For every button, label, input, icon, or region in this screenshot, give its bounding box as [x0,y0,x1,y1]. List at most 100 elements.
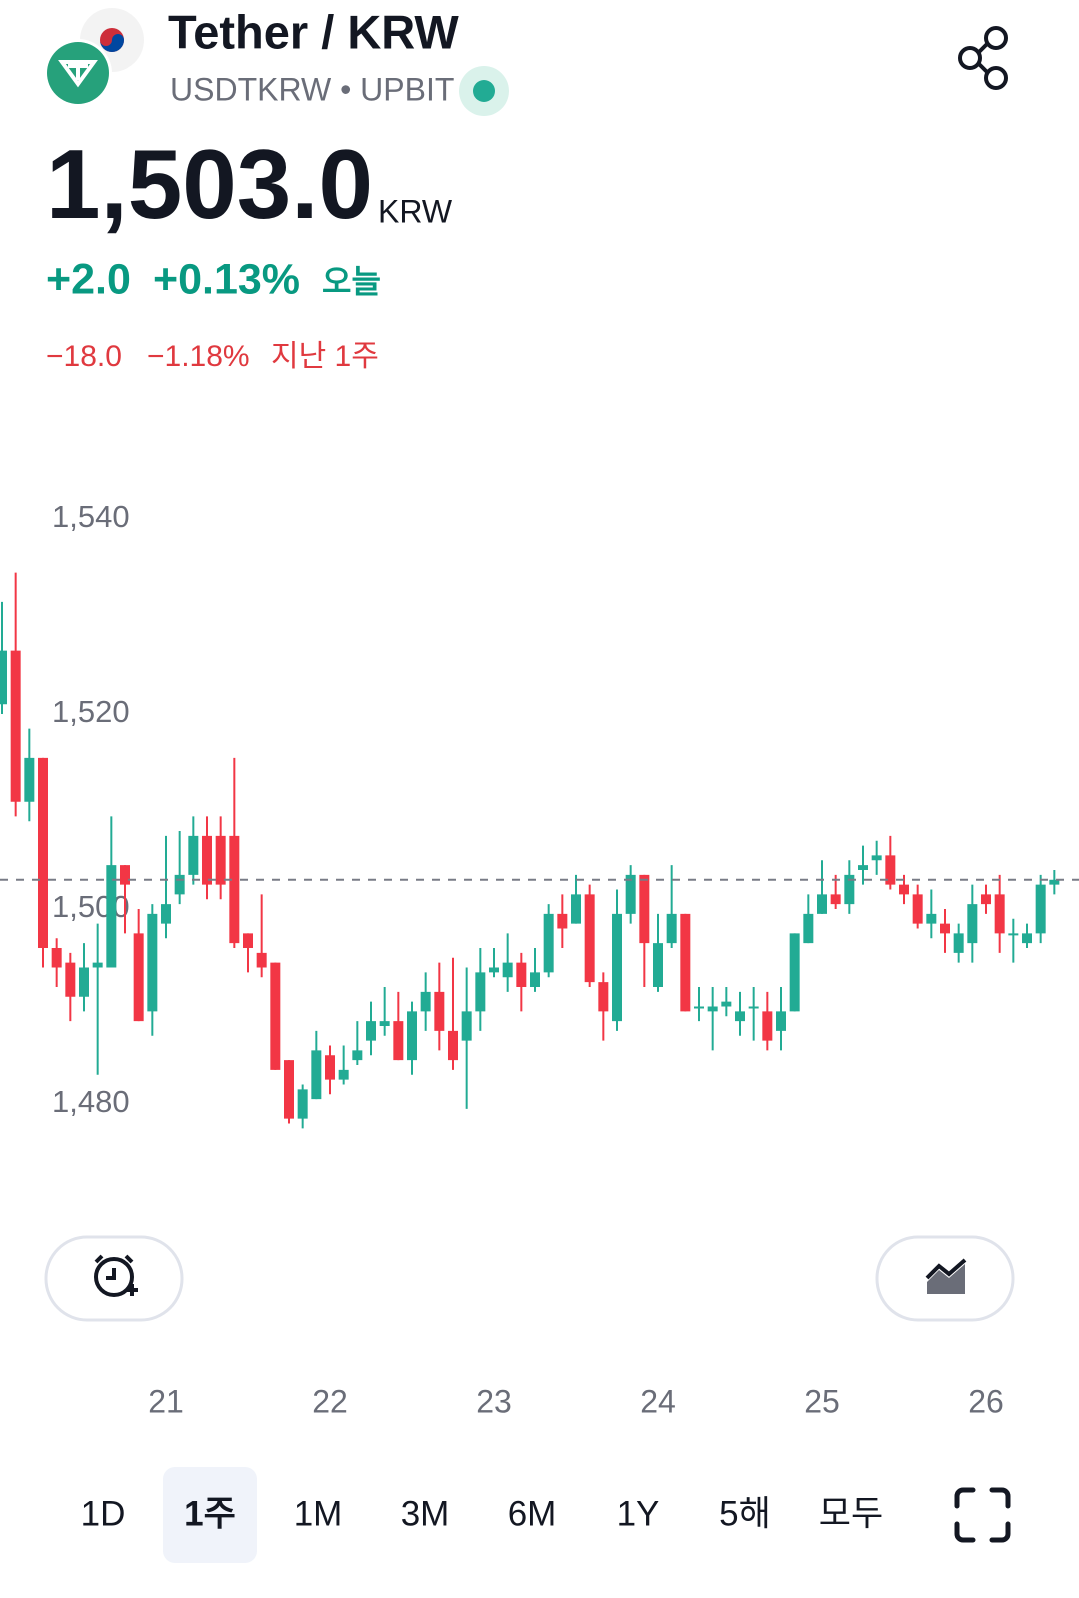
candle-body [243,933,253,948]
change-week: −18.0 [46,340,122,373]
range-button[interactable]: 1D [81,1494,126,1533]
candle-body [584,894,595,983]
candle-body [489,967,499,973]
logo [44,8,144,107]
candle-body [899,884,909,895]
candle-body [748,1006,759,1009]
candle-body [407,1011,417,1061]
candle-body [858,865,868,870]
week-label: 지난 1주 [271,340,379,373]
candle-body [530,972,540,987]
candle-body [24,757,35,802]
status-dot [473,80,495,102]
candle-body [1008,933,1019,936]
price: 1,503.0 [46,129,373,239]
y-tick-label: 1,480 [52,1084,130,1119]
today-label: 오늘 [322,263,381,299]
range-button[interactable]: 1Y [617,1494,660,1533]
candle-body [461,1011,472,1041]
candle-body [174,874,185,895]
candle-body [297,1089,308,1119]
alert-button[interactable] [44,1235,184,1322]
x-tick-label: 23 [476,1383,512,1419]
candle-body [598,982,609,1012]
candle-body [311,1050,322,1100]
candle-body [338,1069,349,1080]
candle-body [106,865,117,968]
candle-body [420,991,431,1012]
candle-body [284,1060,294,1119]
candle-body [612,913,622,1022]
x-tick-label: 21 [148,1383,184,1419]
candle-body [981,894,991,905]
candle-body [666,913,677,944]
subtitle: USDTKRW • UPBIT [170,71,454,107]
candle-body [10,650,21,802]
candle-body [516,962,527,987]
candle-body [270,962,281,1070]
chart-style-button[interactable] [875,1235,1015,1322]
change-week-pct: −1.18% [147,340,250,373]
candle-body [912,894,923,924]
range-bar: 1D 1주 1M 3M 6M 1Y 5해 모두 [81,1467,883,1563]
range-button[interactable]: 3M [401,1494,450,1533]
candle-body [120,865,130,885]
candle-body [229,835,240,944]
x-tick-label: 24 [640,1383,676,1419]
currency: KRW [378,193,453,229]
candle-body [1049,879,1060,885]
x-tick-label: 26 [968,1383,1004,1419]
candle-body [680,913,691,1012]
candle-body [994,894,1005,934]
range-selected-bg [163,1467,257,1563]
candle-body [926,913,937,924]
candle-body [871,855,882,861]
candle-body [133,933,144,1022]
change-today: +2.0 [46,255,131,303]
candle-body [953,933,964,953]
candle-body [735,1011,745,1022]
candle-body [202,835,212,885]
candle-body [161,904,171,924]
range-button[interactable]: 6M [508,1494,557,1533]
candle-body [475,972,486,1012]
candle-body [830,894,841,905]
change-today-pct: +0.13% [153,255,300,303]
candle-body [393,1021,404,1061]
candle-body [940,923,950,934]
share-button[interactable] [958,26,1008,90]
title: Tether / KRW [168,5,459,58]
candle-body [817,894,827,914]
x-tick-label: 25 [804,1383,840,1419]
range-button[interactable]: 1주 [184,1494,236,1533]
candle-body [502,962,513,978]
candle-body [721,1001,732,1007]
candle-body [762,1011,773,1041]
candle-body [1035,884,1046,934]
candle-body [92,962,103,968]
candle-body [448,1030,458,1061]
candle-body [38,757,48,948]
range-button[interactable]: 1M [294,1494,343,1533]
range-button[interactable]: 5해 [719,1494,771,1533]
candle-body [325,1055,335,1080]
candle-body [51,948,62,968]
fullscreen-button[interactable] [954,1487,1011,1543]
candle-body [366,1021,376,1041]
y-tick-label: 1,520 [52,694,130,729]
candle-body [803,913,814,944]
candle-body [967,904,978,944]
candle-body [379,1021,390,1026]
candle-body [0,650,7,705]
range-button[interactable]: 모두 [819,1494,883,1533]
candle-body [147,913,158,1012]
x-axis: 21 22 23 24 25 26 [148,1383,1004,1419]
candle-body [352,1050,363,1061]
candle-body [707,1006,718,1012]
candle-body [571,894,581,924]
candle-body [557,913,568,929]
candle-body [653,943,663,987]
chart: 1,480 1,500 1,520 1,540 [0,499,1079,1129]
candle-body [789,933,800,1012]
